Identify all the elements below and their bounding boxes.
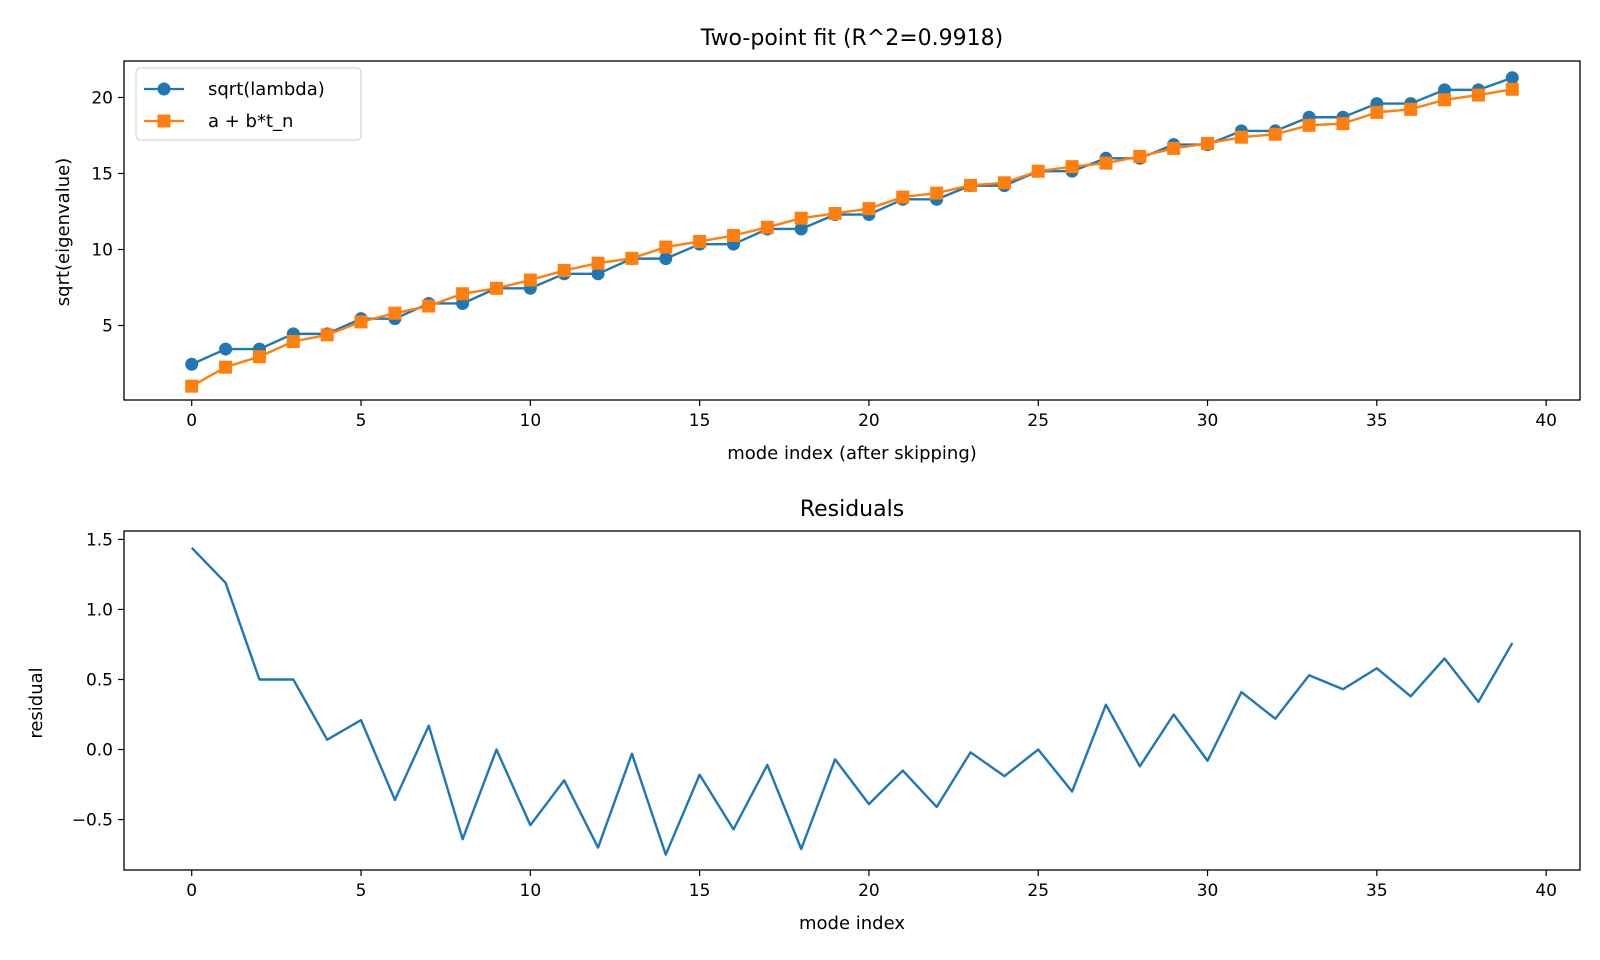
data-point-a-b-t-n xyxy=(1065,160,1079,174)
data-point-a-b-t-n xyxy=(422,299,436,313)
series-line-residual xyxy=(190,546,1514,856)
x-tick-label: 5 xyxy=(356,881,367,901)
residuals-chart: Residuals 0 5 10 15 20 25 30 35 40 −0.5 0.0 0.5 1.0 1… xyxy=(26,497,1581,934)
x-tick-label: 25 xyxy=(1027,411,1049,431)
data-point-sqrt-lambda xyxy=(185,357,199,371)
residuals-chart-x-axis-label: mode index xyxy=(799,913,905,934)
data-point-a-b-t-n xyxy=(997,176,1011,190)
fit-chart-y-axis-label: sqrt(eigenvalue) xyxy=(53,158,74,306)
data-point-a-b-t-n xyxy=(726,229,740,243)
data-point-a-b-t-n xyxy=(930,186,944,200)
data-point-a-b-t-n xyxy=(625,251,639,265)
data-point-sqrt-lambda xyxy=(1438,83,1452,97)
data-point-a-b-t-n xyxy=(1133,149,1147,163)
x-tick-label: 20 xyxy=(858,881,880,901)
legend-marker-square xyxy=(157,114,171,128)
residuals-chart-plot-area: 0 5 10 15 20 25 30 35 40 −0.5 0.0 0.5 1.0 1.5 xyxy=(72,530,1581,901)
y-tick-label: 5 xyxy=(102,317,113,337)
data-point-a-b-t-n xyxy=(1404,102,1418,116)
x-tick-label: 30 xyxy=(1197,881,1219,901)
data-point-sqrt-lambda xyxy=(1505,71,1519,85)
data-point-a-b-t-n xyxy=(456,287,470,301)
x-tick-label: 20 xyxy=(858,411,880,431)
x-tick-label: 40 xyxy=(1535,411,1557,431)
data-point-a-b-t-n xyxy=(185,379,199,393)
data-point-a-b-t-n xyxy=(1031,164,1045,178)
axes-frame xyxy=(123,60,1581,401)
data-point-a-b-t-n xyxy=(1471,88,1485,102)
y-tick-label: −0.5 xyxy=(72,811,113,831)
fit-chart-legend: sqrt(lambda) a + b*t_n xyxy=(135,67,362,141)
legend-entry-fit-line: a + b*t_n xyxy=(144,111,293,132)
fit-chart-x-axis-label: mode index (after skipping) xyxy=(727,443,977,464)
x-tick-label: 40 xyxy=(1535,881,1557,901)
fit-chart: Two-point fit (R^2=0.9918) 0 5 10 15 20 25 30 3… xyxy=(53,26,1581,464)
data-point-a-b-t-n xyxy=(320,328,334,342)
data-point-a-b-t-n xyxy=(659,240,673,254)
data-point-a-b-t-n xyxy=(1201,136,1215,150)
data-point-a-b-t-n xyxy=(286,334,300,348)
data-point-a-b-t-n xyxy=(591,256,605,270)
data-point-sqrt-lambda xyxy=(591,267,605,281)
y-tick-label: 15 xyxy=(91,164,113,184)
data-point-a-b-t-n xyxy=(760,220,774,234)
data-point-sqrt-lambda xyxy=(794,222,808,236)
data-point-a-b-t-n xyxy=(828,206,842,220)
x-tick-label: 15 xyxy=(689,411,711,431)
data-point-a-b-t-n xyxy=(896,190,910,204)
x-tick-label: 30 xyxy=(1197,411,1219,431)
legend-marker-circle xyxy=(157,82,171,96)
y-tick-label: 1.5 xyxy=(86,530,113,550)
data-point-a-b-t-n xyxy=(862,202,876,216)
x-tick-label: 35 xyxy=(1366,411,1388,431)
legend-frame xyxy=(135,67,362,141)
data-point-a-b-t-n xyxy=(354,315,368,329)
data-point-a-b-t-n xyxy=(219,360,233,374)
axes-frame xyxy=(123,530,1581,871)
y-tick-label: 20 xyxy=(91,88,113,108)
data-point-sqrt-lambda xyxy=(659,252,673,266)
data-point-a-b-t-n xyxy=(1302,118,1316,132)
data-point-a-b-t-n xyxy=(794,211,808,225)
data-point-a-b-t-n xyxy=(1099,156,1113,170)
x-tick-label: 0 xyxy=(186,881,197,901)
x-tick-label: 5 xyxy=(356,411,367,431)
x-tick-label: 15 xyxy=(689,881,711,901)
data-point-a-b-t-n xyxy=(557,263,571,277)
data-point-a-b-t-n xyxy=(693,234,707,248)
y-tick-label: 1.0 xyxy=(86,600,113,620)
x-tick-label: 10 xyxy=(520,881,542,901)
series-line-a-b-t-n xyxy=(191,88,1513,388)
data-point-a-b-t-n xyxy=(523,273,537,287)
x-tick-label: 10 xyxy=(520,411,542,431)
residuals-chart-title: Residuals xyxy=(800,497,904,522)
data-point-a-b-t-n xyxy=(252,350,266,364)
y-tick-label: 10 xyxy=(91,241,113,261)
data-point-a-b-t-n xyxy=(964,178,978,192)
fit-chart-plot-area: 0 5 10 15 20 25 30 35 40 5 10 15 20 xyxy=(91,60,1581,431)
legend-label-sqrt-lambda: sqrt(lambda) xyxy=(208,79,325,100)
data-point-a-b-t-n xyxy=(1234,130,1248,144)
data-point-a-b-t-n xyxy=(1167,141,1181,155)
legend-entry-sqrt-lambda: sqrt(lambda) xyxy=(144,79,325,100)
fit-chart-title: Two-point fit (R^2=0.9918) xyxy=(700,26,1003,51)
series-line-sqrt-lambda xyxy=(191,76,1513,366)
residuals-chart-y-axis-label: residual xyxy=(26,667,47,738)
data-point-a-b-t-n xyxy=(388,306,402,320)
y-tick-label: 0.5 xyxy=(86,670,113,690)
x-tick-label: 0 xyxy=(186,411,197,431)
legend-label-fit: a + b*t_n xyxy=(208,111,293,132)
data-point-a-b-t-n xyxy=(1336,117,1350,131)
data-point-a-b-t-n xyxy=(489,281,503,295)
y-tick-label: 0.0 xyxy=(86,741,113,761)
x-tick-label: 25 xyxy=(1027,881,1049,901)
data-point-a-b-t-n xyxy=(1268,127,1282,141)
x-tick-label: 35 xyxy=(1366,881,1388,901)
data-point-a-b-t-n xyxy=(1370,105,1384,119)
data-point-a-b-t-n xyxy=(1438,93,1452,107)
data-point-sqrt-lambda xyxy=(219,342,233,356)
data-point-a-b-t-n xyxy=(1505,82,1519,96)
